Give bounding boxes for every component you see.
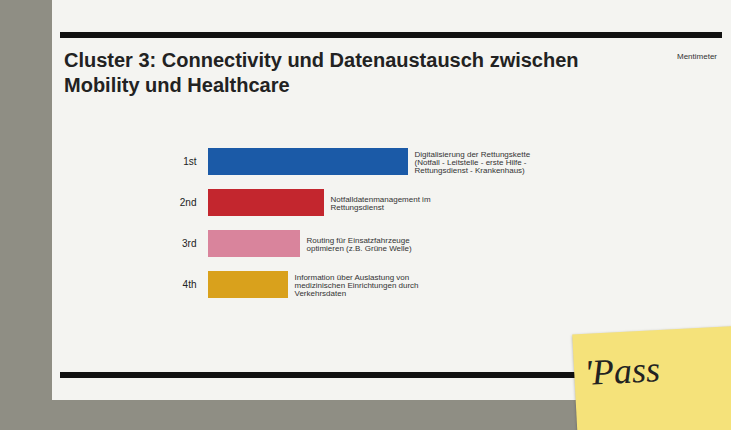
svg-text:Digitalisierung der Rettungske: Digitalisierung der Rettungskette(Notfal… [415, 150, 531, 175]
svg-text:Information über Auslastung vo: Information über Auslastung vonmedizinis… [295, 273, 419, 298]
svg-text:Notfalldatenmanagement imRettu: Notfalldatenmanagement imRettungsdienst [331, 195, 431, 212]
svg-text:3rd: 3rd [182, 238, 196, 249]
html-text:Cluster 3: Connectivity und Da: Cluster 3: Connectivity und Datenaustaus… [64, 49, 579, 96]
svg-text:2nd: 2nd [180, 197, 197, 208]
html-text:Mentimeter: Mentimeter [677, 52, 717, 61]
svg-text:4th: 4th [183, 279, 197, 290]
html-text:'Pass: 'Pass [583, 349, 661, 393]
svg-text:1st: 1st [183, 156, 197, 167]
svg-text:Routing für Einsatzfahrzeugeop: Routing für Einsatzfahrzeugeoptimieren (… [307, 236, 413, 253]
